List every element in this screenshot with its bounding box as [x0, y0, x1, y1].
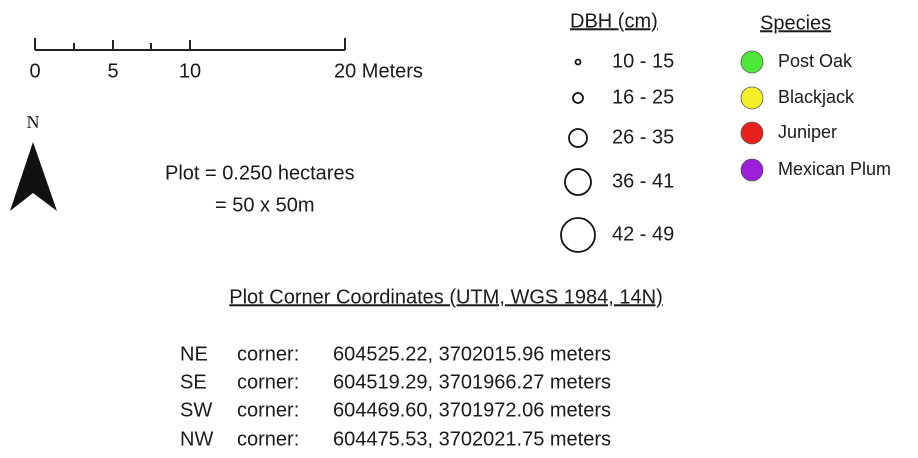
scale-bar — [34, 38, 346, 51]
north-label: N — [27, 112, 40, 132]
corner-coords: 604469.60, 3701972.06 meters — [333, 399, 611, 421]
species-symbol — [740, 158, 764, 182]
corner-name: NW — [180, 428, 213, 450]
dbh-symbol — [564, 168, 592, 196]
dbh-symbol — [568, 128, 588, 148]
plot-size: = 50 x 50m — [215, 194, 315, 216]
plot-area: Plot = 0.250 hectares — [165, 162, 355, 184]
corner-word: corner: — [237, 371, 299, 393]
dbh-symbol — [572, 92, 584, 104]
scale-label: 10 — [179, 60, 201, 82]
dbh-label: 36 - 41 — [612, 170, 674, 192]
species-label: Juniper — [778, 122, 837, 142]
scale-label: 20 Meters — [334, 60, 423, 82]
dbh-title: DBH (cm) — [570, 10, 658, 32]
species-symbol — [740, 86, 764, 110]
corner-coords: 604519.29, 3701966.27 meters — [333, 371, 611, 393]
species-label: Mexican Plum — [778, 159, 891, 179]
dbh-label: 10 - 15 — [612, 50, 674, 72]
north-arrow — [10, 142, 57, 211]
dbh-label: 26 - 35 — [612, 126, 674, 148]
species-label: Blackjack — [778, 87, 855, 107]
corner-coords: 604525.22, 3702015.96 meters — [333, 343, 611, 365]
coordinates-title: Plot Corner Coordinates (UTM, WGS 1984, … — [229, 286, 663, 308]
corner-name: SE — [180, 371, 207, 393]
corner-coords: 604475.53, 3702021.75 meters — [333, 428, 611, 450]
scale-label: 5 — [107, 60, 118, 82]
dbh-label: 42 - 49 — [612, 223, 674, 245]
corner-word: corner: — [237, 399, 299, 421]
scale-label: 0 — [29, 60, 40, 82]
species-label: Post Oak — [778, 51, 853, 71]
corner-word: corner: — [237, 428, 299, 450]
species-symbol — [740, 50, 764, 74]
dbh-label: 16 - 25 — [612, 86, 674, 108]
species-title: Species — [760, 12, 831, 34]
dbh-symbol — [560, 217, 596, 253]
species-symbol — [740, 121, 764, 145]
corner-word: corner: — [237, 343, 299, 365]
corner-name: NE — [180, 343, 208, 365]
corner-name: SW — [180, 399, 212, 421]
dbh-symbol — [574, 58, 582, 66]
